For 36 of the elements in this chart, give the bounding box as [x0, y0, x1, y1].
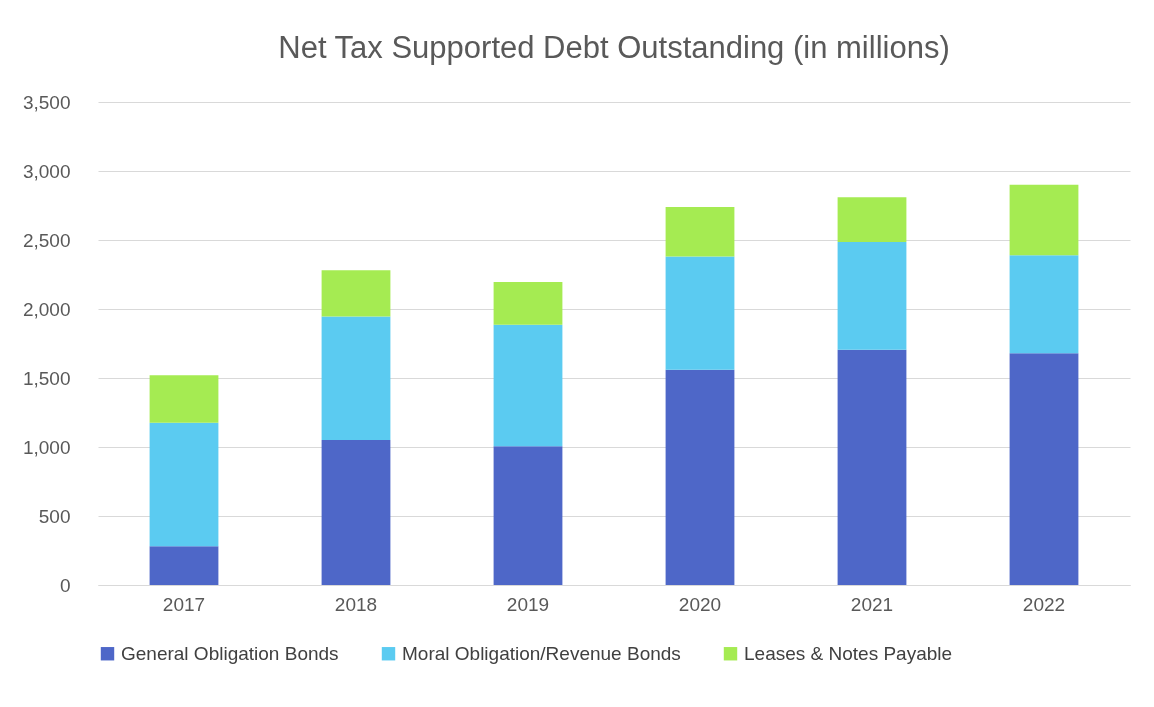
bar [493, 324, 563, 447]
bar [321, 440, 391, 585]
x-tick-label: 2018 [334, 593, 378, 615]
bar [493, 446, 563, 585]
x-tick-label: 2020 [678, 593, 722, 615]
legend-label: General Obligation Bonds [121, 642, 339, 664]
bar [837, 349, 907, 585]
y-tick-label: 2,000 [22, 298, 71, 320]
y-tick-label: 2,500 [22, 229, 71, 251]
x-tick-label: 2021 [850, 593, 894, 615]
legend-label: Leases & Notes Payable [744, 642, 953, 664]
bar [837, 242, 907, 350]
bar [1009, 184, 1079, 256]
y-tick-label: 0 [59, 574, 71, 596]
chart-title: Net Tax Supported Debt Outstanding (in millions) [278, 30, 950, 65]
bar [665, 206, 735, 257]
bar [837, 197, 907, 243]
bar [149, 546, 219, 585]
bar [493, 282, 563, 325]
y-tick-label: 3,500 [22, 91, 71, 113]
bar [1009, 255, 1079, 354]
x-tick-label: 2019 [506, 593, 550, 615]
bar [149, 375, 219, 423]
bar [1009, 353, 1079, 585]
y-tick-label: 1,000 [22, 436, 71, 458]
y-tick-label: 1,500 [22, 367, 71, 389]
y-tick-label: 500 [38, 505, 71, 527]
bar [321, 316, 391, 441]
x-tick-label: 2022 [1022, 593, 1066, 615]
legend-label: Moral Obligation/Revenue Bonds [402, 642, 681, 664]
y-tick-label: 3,000 [22, 160, 71, 182]
x-tick-label: 2017 [162, 593, 206, 615]
bar [665, 256, 735, 370]
bar [665, 369, 735, 585]
bar [321, 270, 391, 317]
bar [149, 422, 219, 547]
